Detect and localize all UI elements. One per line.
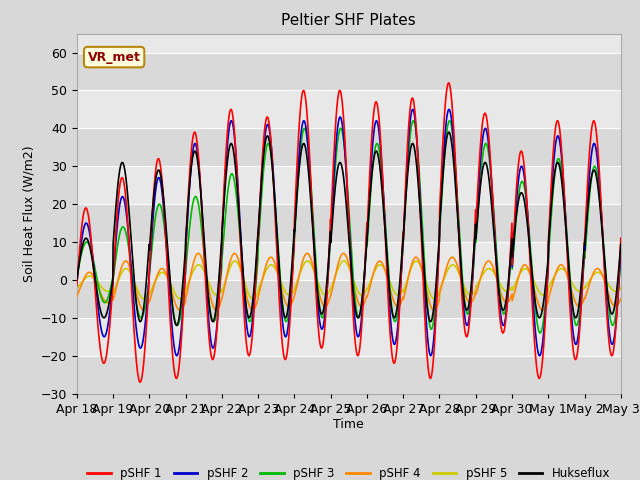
pSHF 2 bbox=[365, 207, 372, 213]
pSHF 4 bbox=[176, 307, 184, 313]
pSHF 3 bbox=[570, 310, 577, 315]
Bar bbox=[77, 128, 621, 166]
Line: Hukseflux: Hukseflux bbox=[77, 132, 621, 325]
Y-axis label: Soil Heat Flux (W/m2): Soil Heat Flux (W/m2) bbox=[22, 145, 35, 282]
Text: VR_met: VR_met bbox=[88, 50, 141, 63]
pSHF 1 bbox=[136, 379, 144, 385]
pSHF 5 bbox=[177, 296, 184, 302]
Hukseflux bbox=[570, 308, 577, 313]
pSHF 4 bbox=[508, 293, 515, 299]
pSHF 4 bbox=[377, 258, 385, 264]
Hukseflux bbox=[365, 212, 372, 218]
pSHF 5 bbox=[377, 262, 385, 268]
pSHF 2 bbox=[173, 353, 180, 359]
pSHF 3 bbox=[225, 183, 232, 189]
pSHF 1 bbox=[508, 235, 515, 240]
pSHF 3 bbox=[536, 330, 544, 336]
Line: pSHF 2: pSHF 2 bbox=[77, 109, 621, 356]
Hukseflux bbox=[73, 276, 81, 282]
pSHF 4 bbox=[617, 296, 625, 301]
pSHF 1 bbox=[73, 283, 81, 288]
Legend: pSHF 1, pSHF 2, pSHF 3, pSHF 4, pSHF 5, Hukseflux: pSHF 1, pSHF 2, pSHF 3, pSHF 4, pSHF 5, … bbox=[83, 463, 615, 480]
pSHF 1 bbox=[584, 168, 592, 173]
pSHF 5 bbox=[365, 283, 372, 288]
Line: pSHF 3: pSHF 3 bbox=[77, 121, 621, 333]
pSHF 3 bbox=[365, 224, 372, 230]
pSHF 5 bbox=[508, 286, 515, 291]
pSHF 5 bbox=[570, 282, 577, 288]
pSHF 4 bbox=[584, 285, 592, 290]
Line: pSHF 5: pSHF 5 bbox=[77, 261, 621, 299]
pSHF 1 bbox=[570, 347, 577, 353]
pSHF 1 bbox=[376, 135, 384, 141]
pSHF 5 bbox=[584, 280, 592, 286]
Bar bbox=[77, 356, 621, 394]
pSHF 2 bbox=[570, 330, 577, 336]
Hukseflux bbox=[225, 148, 232, 154]
Bar bbox=[77, 52, 621, 90]
pSHF 4 bbox=[365, 288, 372, 294]
Bar bbox=[77, 204, 621, 242]
pSHF 4 bbox=[303, 251, 311, 256]
pSHF 2 bbox=[376, 144, 384, 150]
pSHF 3 bbox=[376, 154, 384, 160]
Hukseflux bbox=[617, 241, 625, 247]
pSHF 2 bbox=[73, 281, 81, 287]
pSHF 3 bbox=[445, 118, 453, 124]
Title: Peltier SHF Plates: Peltier SHF Plates bbox=[282, 13, 416, 28]
pSHF 3 bbox=[507, 254, 515, 260]
Hukseflux bbox=[508, 245, 515, 251]
Line: pSHF 1: pSHF 1 bbox=[77, 83, 621, 382]
X-axis label: Time: Time bbox=[333, 419, 364, 432]
pSHF 2 bbox=[584, 188, 592, 194]
pSHF 1 bbox=[365, 195, 372, 201]
pSHF 1 bbox=[617, 235, 625, 241]
pSHF 2 bbox=[225, 129, 232, 134]
pSHF 2 bbox=[508, 243, 515, 249]
Line: pSHF 4: pSHF 4 bbox=[77, 253, 621, 310]
pSHF 2 bbox=[445, 107, 452, 112]
pSHF 1 bbox=[445, 80, 452, 86]
pSHF 4 bbox=[570, 293, 577, 299]
pSHF 3 bbox=[617, 255, 625, 261]
pSHF 1 bbox=[225, 116, 232, 121]
Hukseflux bbox=[584, 200, 592, 205]
Hukseflux bbox=[376, 169, 384, 175]
Hukseflux bbox=[173, 323, 180, 328]
pSHF 5 bbox=[225, 268, 232, 274]
pSHF 5 bbox=[617, 285, 625, 291]
pSHF 3 bbox=[73, 274, 81, 280]
pSHF 3 bbox=[584, 208, 592, 214]
pSHF 4 bbox=[225, 264, 232, 270]
pSHF 5 bbox=[303, 258, 311, 264]
pSHF 5 bbox=[73, 286, 81, 291]
Hukseflux bbox=[445, 129, 452, 135]
pSHF 4 bbox=[73, 294, 81, 300]
Bar bbox=[77, 280, 621, 318]
pSHF 2 bbox=[617, 247, 625, 253]
